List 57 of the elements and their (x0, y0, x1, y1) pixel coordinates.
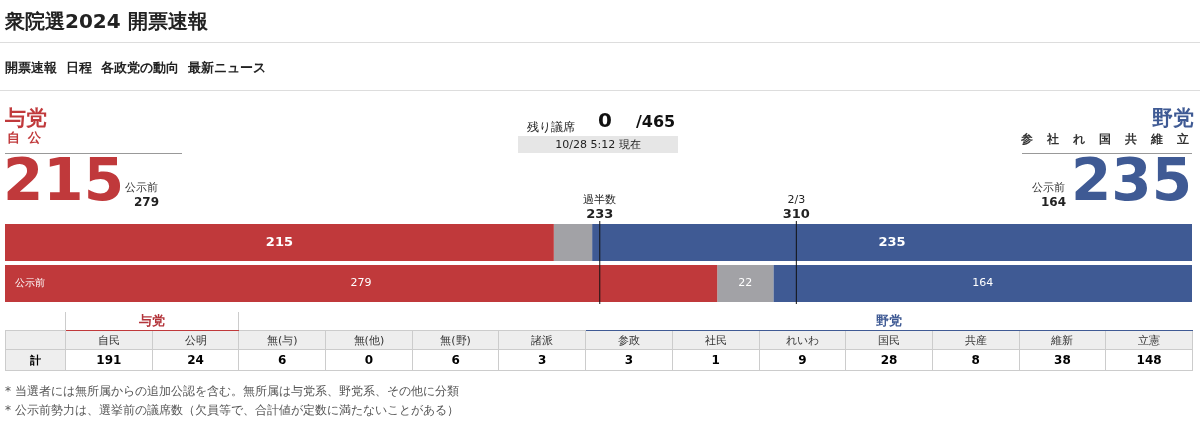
data-label: 148 (1105, 349, 1193, 371)
category-label: 維新 (1019, 330, 1106, 350)
category-label: 共産 (932, 330, 1020, 350)
text: 与党 (5, 105, 47, 131)
category-label: 立憲 (1105, 330, 1193, 350)
text: 野党 (1152, 105, 1194, 132)
text: 衆院選2024 開票速報 (5, 8, 208, 35)
text: * 公示前勢力は、選挙前の議席数（欠員等で、合計値が定数に満たないことがある） (5, 402, 459, 419)
data-label: 164 (972, 276, 994, 290)
ref-line-label: 2/3 310 (782, 193, 810, 221)
text: 10/28 5:12 現在 (518, 136, 678, 153)
category-label: 社民 (672, 330, 759, 350)
data-label: 22 (738, 276, 753, 290)
category-label: 公示前 (125, 181, 158, 194)
text: /465 (636, 112, 676, 131)
text: 参 社 れ 国 共 維 立 (1020, 132, 1194, 147)
category-label: 公示前 (1032, 181, 1065, 194)
data-label: 1 (672, 349, 759, 371)
text: 計 (5, 349, 66, 371)
data-label: 235 (878, 233, 906, 249)
category-label: れいわ (759, 330, 846, 350)
text: 与党 (65, 312, 239, 331)
text: 279 (134, 195, 160, 209)
ref-line-label: 過半数 233 (583, 193, 617, 221)
text: 164 (1041, 195, 1067, 209)
text: 各政党の動向 (101, 60, 179, 77)
data-label: 28 (845, 349, 933, 371)
data-label: 0 (325, 349, 413, 371)
data-label: 6 (412, 349, 499, 371)
text: 0 (598, 108, 612, 132)
text: 自 公 (7, 130, 44, 147)
category-label: 国民 (845, 330, 933, 350)
text: 開票速報 (5, 60, 57, 77)
text: 残り議席 (527, 119, 575, 136)
data-label: 191 (65, 349, 153, 371)
data-label: 8 (932, 349, 1020, 371)
text: 215 (3, 146, 125, 214)
category-label: 諸派 (498, 330, 586, 350)
text: 235 (1070, 146, 1192, 214)
text: * 当選者には無所属からの追加公認を含む。無所属は与党系、野党系、その他に分類 (5, 383, 459, 400)
category-label: 参政 (585, 330, 673, 350)
data-label: 3 (585, 349, 673, 371)
category-label: 無(他) (325, 330, 413, 350)
data-label: 24 (152, 349, 239, 371)
text: 日程 (66, 60, 92, 77)
data-label: 215 (265, 233, 293, 249)
category-label: 無(野) (412, 330, 499, 350)
category-label: 公明 (152, 330, 239, 350)
data-label: 3 (498, 349, 586, 371)
data-label: 6 (238, 349, 326, 371)
text: 野党 (585, 312, 1193, 331)
text: 最新ニュース (188, 60, 266, 77)
data-label: 279 (350, 276, 372, 290)
category-label: 無(与) (238, 330, 326, 350)
data-label: 38 (1019, 349, 1106, 371)
data-label: 9 (759, 349, 846, 371)
category-label: 自民 (65, 330, 153, 350)
